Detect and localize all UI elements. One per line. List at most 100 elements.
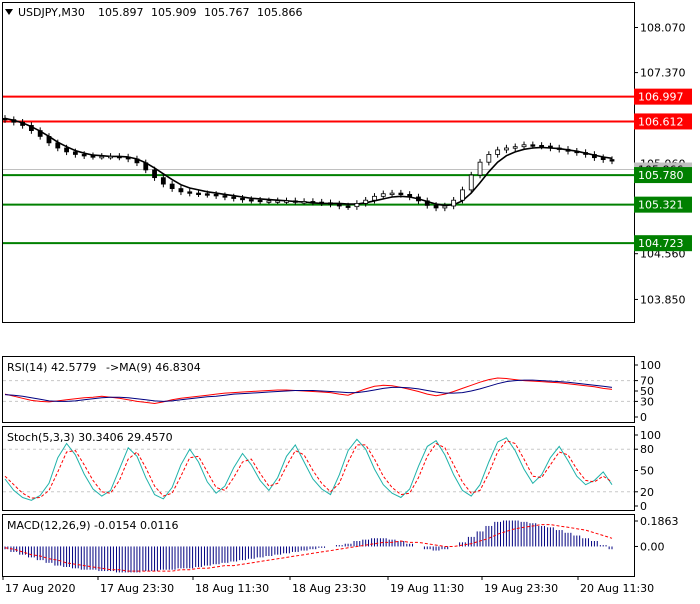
candle-body <box>495 149 501 155</box>
rsi-series-line <box>4 379 613 402</box>
candle-body <box>354 203 360 208</box>
level-tag-resistance <box>634 88 692 105</box>
candle-body <box>460 189 465 201</box>
time-tick-label: 20 Aug 11:30 <box>580 582 654 595</box>
candle-body <box>99 155 105 159</box>
macd-tick-label: 0.00 <box>640 540 665 553</box>
candle-body <box>512 146 518 149</box>
candle-body <box>160 177 166 185</box>
stoch-tick-label: 50 <box>640 465 654 478</box>
candle-body <box>72 151 78 155</box>
candle-body <box>20 121 25 126</box>
candle-body <box>152 169 157 179</box>
candle-body <box>433 204 439 209</box>
candle-body <box>336 203 342 207</box>
stoch-panel-frame <box>2 426 635 511</box>
macd-axis: 0.1863 0.00 <box>634 515 679 553</box>
candle-body <box>389 192 395 196</box>
price-tick-label: 103.850 <box>640 293 686 306</box>
candle-body <box>240 197 245 201</box>
stoch-label: Stoch(5,3,3) 30.3406 29.4570 <box>7 431 173 444</box>
candle-body <box>178 188 184 193</box>
rsi-tick-label: 50 <box>640 385 654 398</box>
price-levels <box>3 95 634 245</box>
candle-body <box>548 145 553 149</box>
macd-panel[interactable]: 0.1863 0.00 MACD(12,26,9) -0.0154 0.0116 <box>2 514 679 577</box>
collapse-arrow-icon[interactable] <box>5 9 13 15</box>
candle-body <box>125 156 131 160</box>
macd-signal-line <box>4 524 613 572</box>
level-tag-support <box>634 196 692 213</box>
stoch-tick-label: 80 <box>640 443 654 456</box>
candle-body <box>204 193 210 196</box>
candle-body <box>424 200 430 206</box>
macd-histogram <box>4 520 613 573</box>
price-panel-frame <box>2 2 635 323</box>
candle-body <box>319 201 325 205</box>
candle-body <box>592 154 597 159</box>
ohlc-high: 105.909 <box>151 6 197 19</box>
price-tick-label: 108.070 <box>640 21 686 34</box>
candle-body <box>477 161 483 176</box>
candle-body <box>108 155 113 159</box>
candle-body <box>407 193 413 198</box>
candle-body <box>416 196 421 202</box>
candle-body <box>556 147 562 150</box>
candle-body <box>55 142 61 149</box>
level-label-support: 105.321 <box>638 199 684 212</box>
candle-body <box>222 195 228 198</box>
candle-body <box>64 147 69 153</box>
candle-body <box>398 192 404 196</box>
time-tick-label: 17 Aug 23:30 <box>100 582 174 595</box>
candle-body <box>600 157 606 161</box>
candle-body <box>231 196 237 199</box>
price-panel[interactable]: 108.070107.370106.660105.960105.280104.5… <box>2 2 693 323</box>
macd-tick-label: 0.1863 <box>640 515 679 528</box>
candle-body <box>442 205 448 209</box>
candle-body <box>486 154 492 163</box>
candle-body <box>583 152 589 155</box>
candle-body <box>134 158 140 164</box>
stoch-lines <box>3 437 634 501</box>
candle-body <box>213 193 219 197</box>
candle-body <box>328 202 333 205</box>
candle-body <box>468 174 474 191</box>
candle-body <box>81 154 87 157</box>
stoch-tick-label: 0 <box>640 500 647 513</box>
candle-body <box>248 199 254 202</box>
candle-body <box>310 201 316 204</box>
ohlc-close: 105.866 <box>257 6 303 19</box>
price-tick-label: 107.370 <box>640 67 686 80</box>
level-tag-support <box>634 167 692 184</box>
rsi-panel-frame <box>2 356 635 423</box>
candle-body <box>257 199 263 203</box>
ohlc-low: 105.767 <box>204 6 250 19</box>
candle-body <box>609 159 615 162</box>
candle-body <box>451 199 457 207</box>
candle-body <box>539 145 545 148</box>
level-label-resistance: 106.997 <box>638 91 684 104</box>
candle-body <box>169 183 175 189</box>
symbol-title: USDJPY,M30 <box>18 6 85 19</box>
level-label-resistance: 106.612 <box>638 115 684 128</box>
candle-body <box>275 200 281 203</box>
candle-body <box>116 155 122 159</box>
candle-body <box>2 117 8 121</box>
level-tag-support <box>634 235 692 252</box>
ohlc-open: 105.897 <box>98 6 144 19</box>
time-tick-label: 19 Aug 11:30 <box>390 582 464 595</box>
rsi-tick-label: 30 <box>640 395 654 408</box>
candle-body <box>284 200 289 203</box>
candle-body <box>504 147 509 151</box>
candle-body <box>90 155 96 158</box>
level-tag-resistance <box>634 113 692 130</box>
candle-body <box>565 148 571 152</box>
candle-body <box>521 144 527 148</box>
candle-body <box>574 150 580 154</box>
candle-body <box>345 205 351 208</box>
